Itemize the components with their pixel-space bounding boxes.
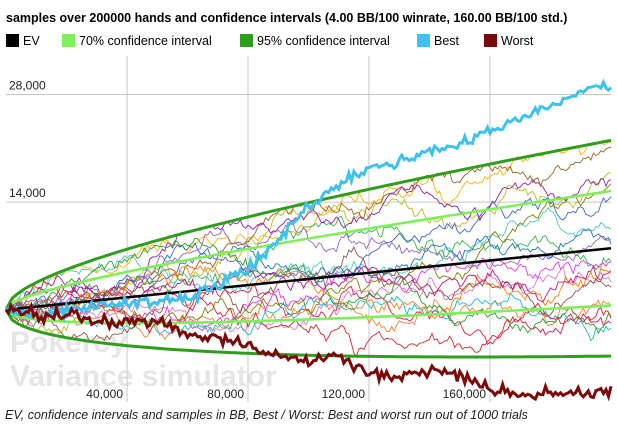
legend-label: Best: [434, 34, 460, 48]
watermark-line-2: Variance simulator: [10, 360, 277, 393]
legend-swatch: [484, 34, 497, 47]
worst-run: [4, 301, 613, 402]
confidence-bands: [4, 138, 612, 359]
ev-line: [5, 246, 612, 311]
y-tick-label: 14,000: [9, 186, 46, 200]
ev-series: [5, 246, 612, 311]
legend-swatch: [240, 34, 253, 47]
legend-item-2: 95% confidence interval: [240, 34, 390, 48]
legend-swatch: [417, 34, 430, 47]
best-run: [5, 78, 613, 324]
legend-swatch: [6, 34, 19, 47]
sample-run-5: [5, 207, 612, 313]
sample-run-7: [5, 178, 612, 316]
legend-swatch: [62, 34, 75, 47]
legend-item-1: 70% confidence interval: [62, 34, 212, 48]
sample-run-15: [5, 223, 612, 327]
best-worst-series: [4, 78, 613, 402]
tick-labels: 14,000 28,000 40,000 80,000 120,000 160,000: [9, 78, 486, 401]
legend-item-0: EV: [6, 34, 40, 48]
sample-run-17: [5, 237, 612, 335]
sample-run-11: [5, 228, 612, 314]
plot-area: 14,000 28,000 40,000 80,000 120,000 160,000: [4, 56, 613, 402]
legend-label: EV: [23, 34, 40, 48]
legend-item-4: Worst: [484, 34, 534, 48]
legend: EV 70% confidence interval 95% confidence …: [6, 34, 534, 48]
95-ci-upper: [4, 138, 612, 311]
sample-run-19: [5, 265, 612, 316]
x-tick-label: 120,000: [322, 387, 366, 401]
y-tick-label: 28,000: [9, 78, 46, 92]
sample-run-1: [5, 298, 612, 341]
legend-label: 70% confidence interval: [79, 34, 212, 48]
legend-label: 95% confidence interval: [257, 34, 390, 48]
x-tick-label: 40,000: [86, 387, 123, 401]
sample-run-2: [5, 141, 612, 317]
70-ci-upper: [5, 189, 612, 311]
chart-caption: EV, confidence intervals and samples in …: [5, 408, 528, 422]
legend-item-3: Best: [417, 34, 460, 48]
x-tick-label: 80,000: [207, 387, 244, 401]
x-tick-label: 160,000: [443, 387, 487, 401]
95-ci-lower: [4, 308, 611, 359]
chart-title: samples over 200000 hands and confidence…: [6, 11, 567, 25]
legend-label: Worst: [501, 34, 534, 48]
